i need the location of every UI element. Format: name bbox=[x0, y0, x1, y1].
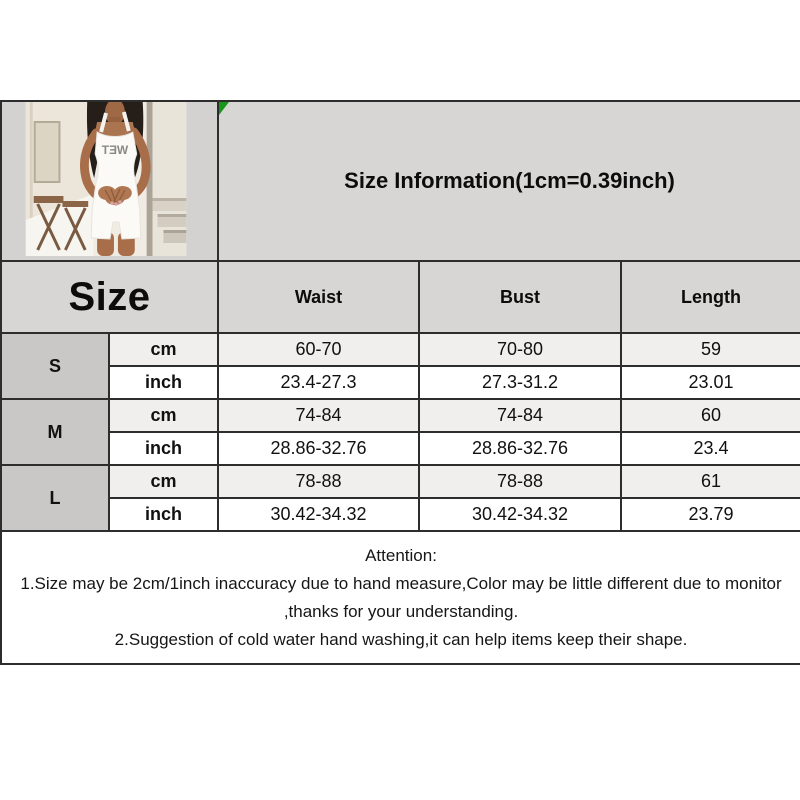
cell-s-cm-bust: 70-80 bbox=[418, 332, 622, 367]
attention-note: Attention: 1.Size may be 2cm/1inch inacc… bbox=[0, 530, 800, 665]
unit-label-inch: inch bbox=[108, 497, 219, 532]
model-figure: WET bbox=[80, 103, 151, 256]
table-row-m-cm: M cm 74-84 74-84 60 bbox=[0, 398, 800, 466]
attention-row: Attention: 1.Size may be 2cm/1inch inacc… bbox=[0, 530, 800, 665]
cell-l-cm-waist: 78-88 bbox=[217, 464, 420, 499]
column-header-bust: Bust bbox=[418, 260, 622, 334]
product-photo-cell: WET bbox=[0, 100, 219, 262]
cell-l-inch-waist: 30.42-34.32 bbox=[217, 497, 420, 532]
column-header-row: Size Waist Bust Length bbox=[0, 260, 800, 334]
size-label-s: S bbox=[0, 332, 110, 400]
column-header-waist: Waist bbox=[217, 260, 420, 334]
table-row-l-cm: L cm 78-88 78-88 61 bbox=[0, 464, 800, 532]
table-row-m-inch: inch 28.86-32.76 28.86-32.76 23.4 bbox=[1, 431, 800, 466]
cell-s-cm-length: 59 bbox=[619, 332, 800, 367]
cell-m-cm-bust: 74-84 bbox=[418, 398, 622, 433]
cell-l-cm-bust: 78-88 bbox=[418, 464, 622, 499]
table-row-s-inch: inch 23.4-27.3 27.3-31.2 23.01 bbox=[1, 365, 800, 400]
banner-title-cell: Size Information(1cm=0.39inch) bbox=[216, 100, 800, 262]
white-romper bbox=[90, 131, 142, 240]
cell-m-cm-length: 60 bbox=[619, 398, 800, 433]
cell-s-inch-length: 23.01 bbox=[619, 365, 800, 400]
cell-l-cm-length: 61 bbox=[619, 464, 800, 499]
size-information-table: WET bbox=[0, 100, 800, 665]
table-row-s-cm: S cm 60-70 70-80 59 bbox=[0, 332, 800, 400]
unit-label-cm: cm bbox=[108, 332, 219, 367]
unit-label-cm: cm bbox=[108, 464, 219, 499]
attention-line-2: 2.Suggestion of cold water hand washing,… bbox=[114, 629, 688, 649]
cell-l-inch-bust: 30.42-34.32 bbox=[418, 497, 622, 532]
column-header-size: Size bbox=[0, 260, 219, 334]
cell-m-inch-bust: 28.86-32.76 bbox=[418, 431, 622, 466]
straps bbox=[99, 111, 131, 133]
cell-l-inch-length: 23.79 bbox=[619, 497, 800, 532]
unit-label-inch: inch bbox=[108, 365, 219, 400]
banner-row: WET bbox=[0, 100, 800, 262]
unit-label-cm: cm bbox=[108, 398, 219, 433]
product-photo: WET bbox=[25, 103, 187, 256]
attention-line-1: 1.Size may be 2cm/1inch inaccuracy due t… bbox=[20, 573, 782, 621]
attention-title: Attention: bbox=[365, 545, 437, 565]
hair bbox=[86, 103, 144, 178]
wall-mirror bbox=[33, 121, 61, 183]
cell-s-inch-waist: 23.4-27.3 bbox=[217, 365, 420, 400]
unit-label-inch: inch bbox=[108, 431, 219, 466]
staircase bbox=[152, 198, 187, 243]
cell-m-inch-waist: 28.86-32.76 bbox=[217, 431, 420, 466]
cell-s-inch-bust: 27.3-31.2 bbox=[418, 365, 622, 400]
size-label-l: L bbox=[0, 464, 110, 532]
green-corner-flag-icon bbox=[220, 103, 229, 115]
cell-m-cm-waist: 74-84 bbox=[217, 398, 420, 433]
column-header-length: Length bbox=[619, 260, 800, 334]
cell-s-cm-waist: 60-70 bbox=[217, 332, 420, 367]
page-title: Size Information(1cm=0.39inch) bbox=[344, 168, 675, 193]
table-row-l-inch: inch 30.42-34.32 30.42-34.32 23.79 bbox=[1, 497, 800, 532]
bar-stools bbox=[36, 203, 87, 251]
cell-m-inch-length: 23.4 bbox=[619, 431, 800, 466]
door-frame bbox=[146, 103, 153, 256]
mirrored-shirt-logo: WET bbox=[101, 143, 128, 157]
size-label-m: M bbox=[0, 398, 110, 466]
